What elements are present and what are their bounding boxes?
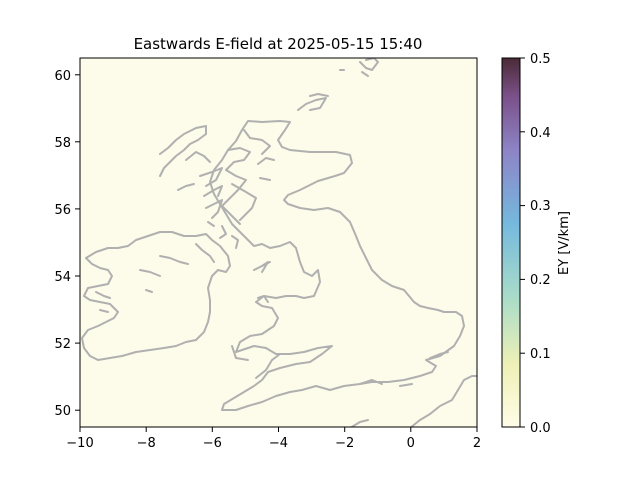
colorbar-tick-label: 0.2 xyxy=(530,273,551,288)
x-tick-label: −6 xyxy=(203,436,222,451)
y-tick-label: 60 xyxy=(54,69,71,84)
e-field-background xyxy=(80,58,477,427)
france-coastline xyxy=(409,375,477,427)
colorbar xyxy=(501,57,521,428)
y-tick-label: 52 xyxy=(54,337,71,352)
colorbar-tick-label: 0.4 xyxy=(530,126,551,141)
ireland-coastline xyxy=(81,231,231,361)
y-tick-label: 56 xyxy=(54,203,71,218)
x-tick-label: −2 xyxy=(335,436,354,451)
y-tick-label: 58 xyxy=(54,136,71,151)
x-tick-label: 0 xyxy=(407,436,415,451)
coastlines xyxy=(81,58,477,427)
colorbar-tick-label: 0.3 xyxy=(530,199,551,214)
x-tick-label: 2 xyxy=(473,436,481,451)
y-tick-label: 54 xyxy=(54,270,71,285)
colorbar-tick-label: 0.5 xyxy=(530,52,551,67)
y-tick-label: 50 xyxy=(54,404,71,419)
colorbar-tick-label: 0.0 xyxy=(530,421,551,436)
x-tick-label: −4 xyxy=(269,436,288,451)
colorbar-label: EY [V/km] xyxy=(557,211,572,275)
chart-title: Eastwards E-field at 2025-05-15 15:40 xyxy=(134,35,423,53)
colorbar-tick-label: 0.1 xyxy=(530,347,551,362)
colorbar-ticks xyxy=(520,57,525,428)
x-axis xyxy=(79,427,478,432)
x-tick-label: −8 xyxy=(137,436,156,451)
x-tick-label: −10 xyxy=(66,436,93,451)
y-axis xyxy=(75,74,80,411)
great-britain-coastline xyxy=(209,120,465,411)
